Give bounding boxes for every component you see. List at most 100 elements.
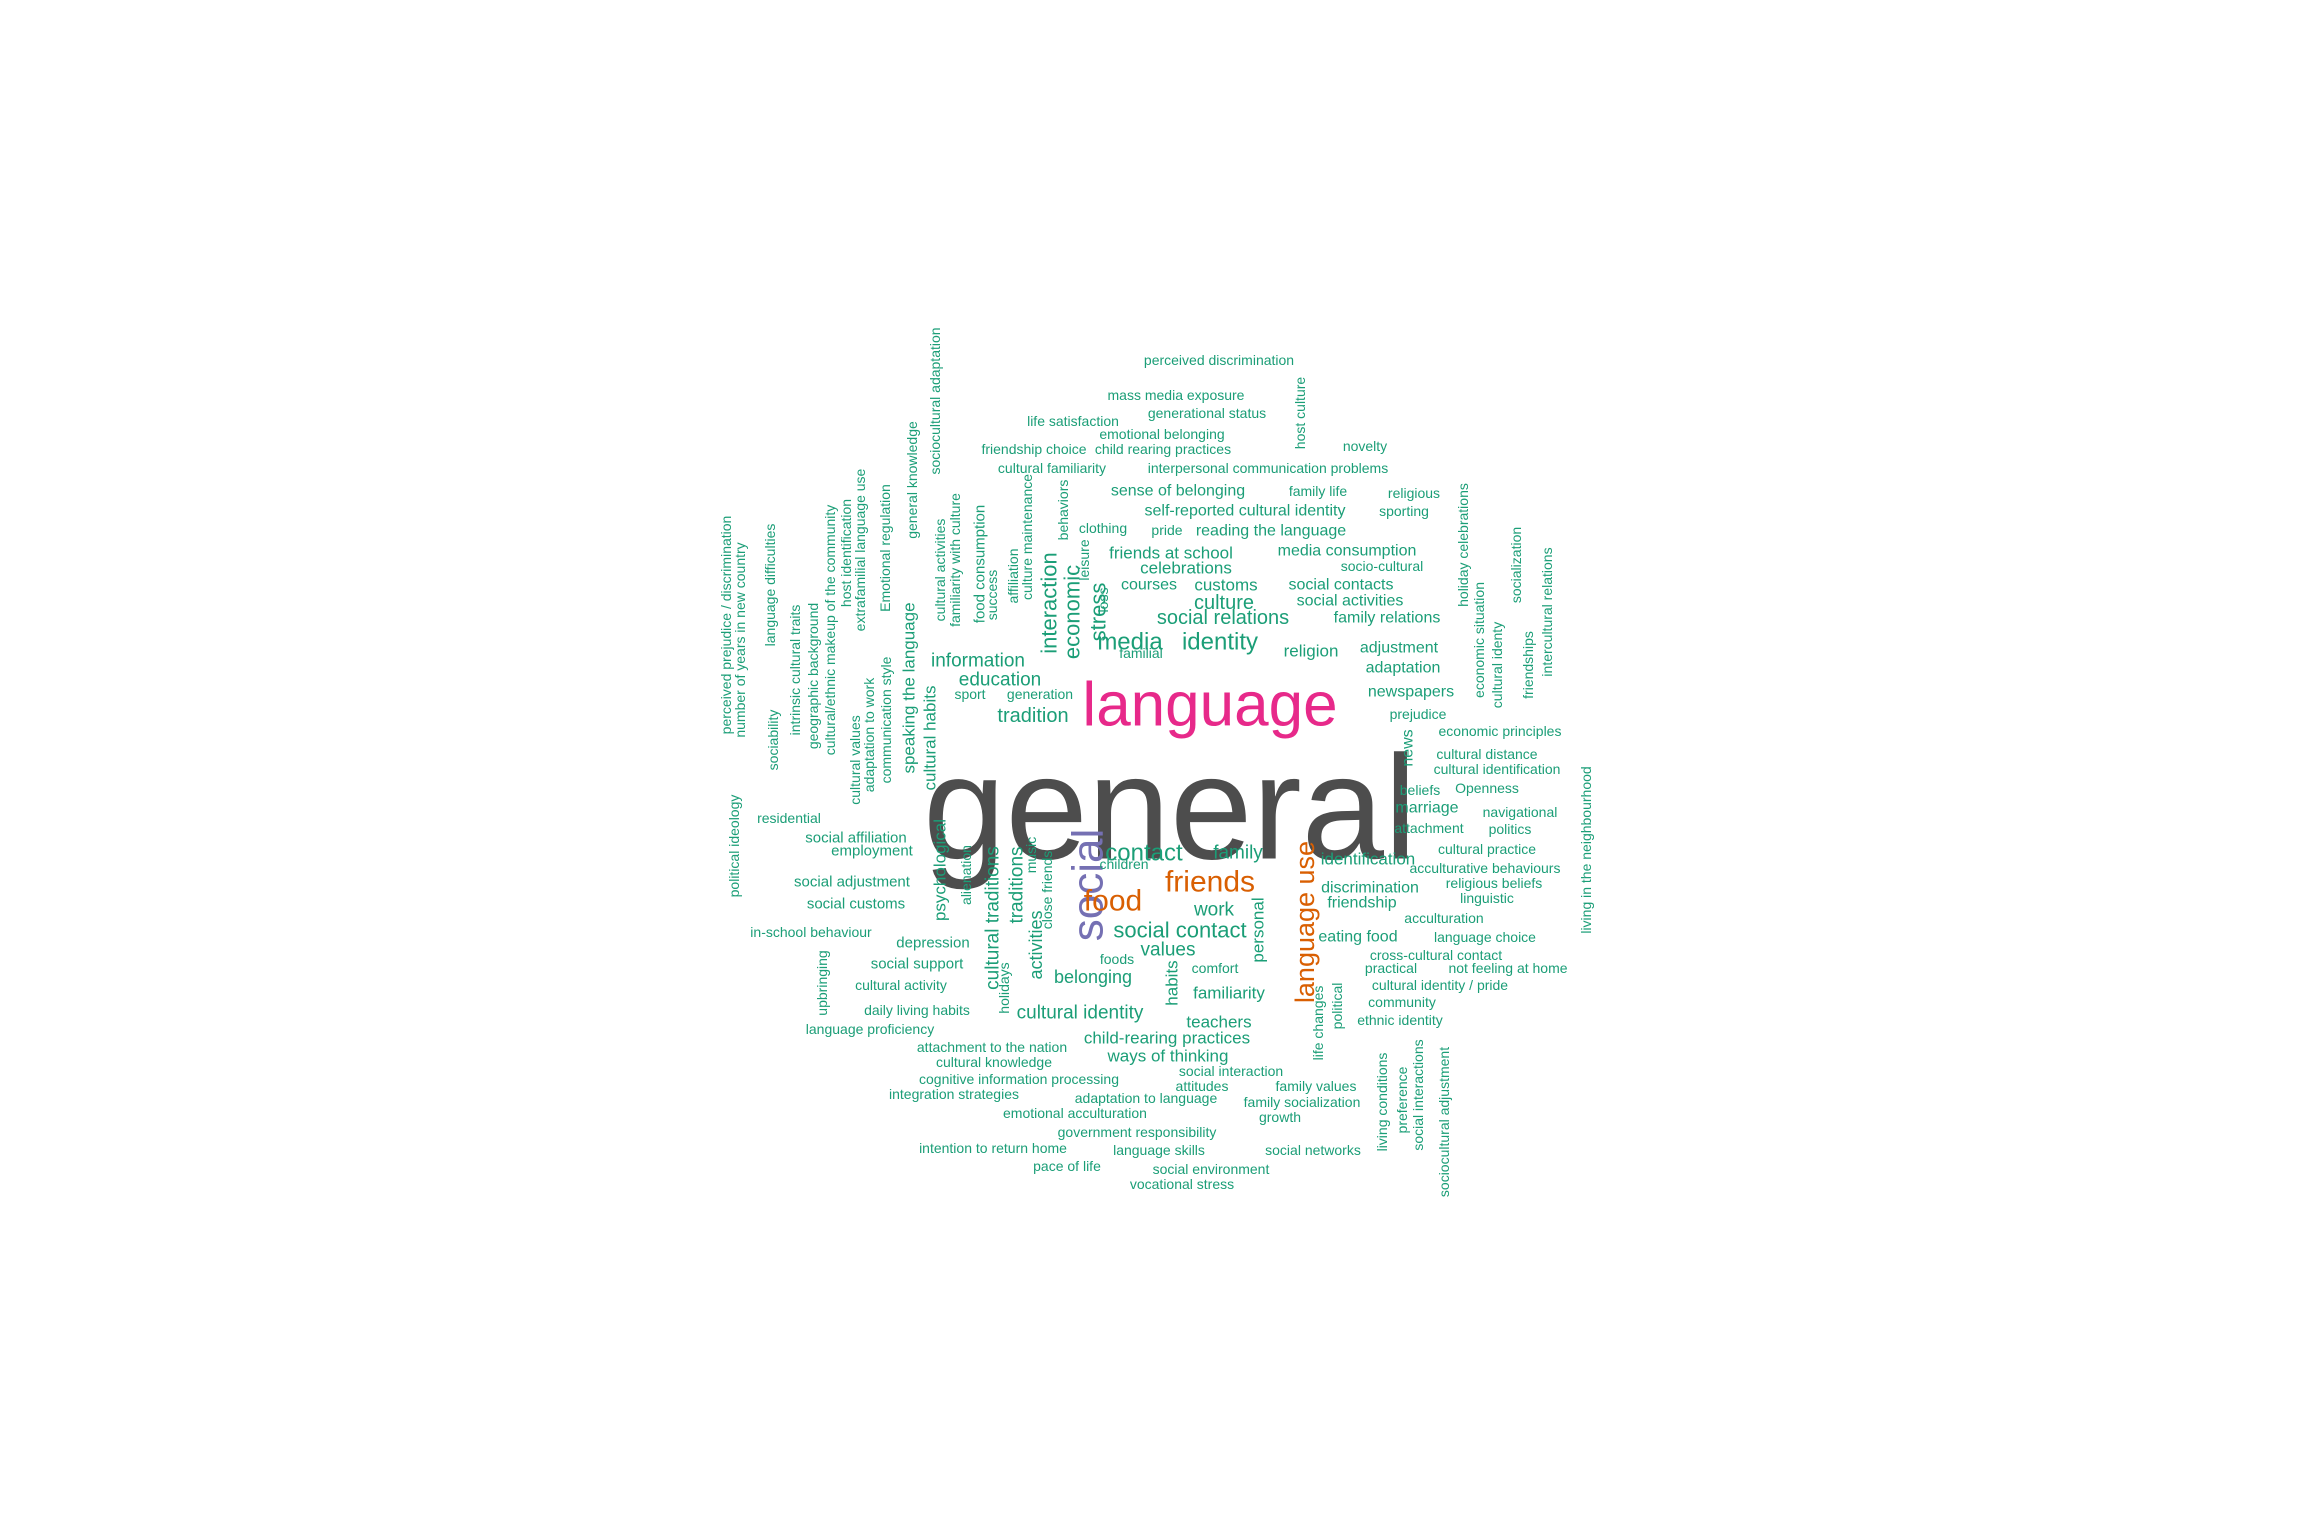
word-depression: depression [896,935,969,952]
word-openness: Openness [1455,780,1519,796]
word-cultural-distance: cultural distance [1436,746,1537,762]
word-cognitive-information-processing: cognitive information processing [919,1071,1119,1087]
word-eating-food: eating food [1318,929,1397,946]
word-social-relations: social relations [1157,607,1289,629]
word-cultural-habits: cultural habits [921,686,940,791]
word-cultural-identification: cultural identification [1434,761,1561,777]
word-music: music [1023,837,1039,874]
word-information: information [931,651,1025,672]
word-traditions: traditions [1007,846,1028,923]
word-friendships: friendships [1520,631,1536,699]
word-familial: familial [1119,645,1163,661]
word-cultural-values: cultural values [847,715,863,805]
word-cultural-activity: cultural activity [855,977,947,993]
word-communication-style: communication style [878,656,894,783]
word-general-knowledge: general knowledge [904,421,920,539]
word-vocational-stress: vocational stress [1130,1176,1234,1192]
word-number-of-years-in-new-country: number of years in new country [732,542,748,737]
word-emotional-belonging: emotional belonging [1099,426,1224,442]
word-religious: religious [1388,485,1440,501]
word-cross-cultural-contact: cross-cultural contact [1370,947,1502,963]
word-cultural-ethnic-makeup-of-the-community: cultural/ethnic makeup of the community [822,505,838,756]
word-attachment-to-the-nation: attachment to the nation [917,1039,1067,1055]
word-attachment: attachment [1394,820,1463,836]
word-friendship: friendship [1327,895,1396,912]
word-integration-strategies: integration strategies [889,1086,1019,1102]
word-friends: friends [1165,866,1255,899]
word-language-difficulties: language difficulties [762,524,778,647]
word-adaptation-to-work: adaptation to work [861,677,877,792]
word-economic-situation: economic situation [1471,582,1487,698]
word-friendship-choice: friendship choice [981,441,1086,457]
word-family-relations: family relations [1334,610,1441,627]
word-sociability: sociability [765,710,781,771]
word-activities: activities [1026,910,1046,979]
word-media-consumption: media consumption [1278,543,1417,560]
word-community: community [1368,994,1436,1010]
word-emotional-regulation: Emotional regulation [877,484,893,612]
word-cultural-familiarity: cultural familiarity [998,460,1106,476]
word-behaviors: behaviors [1055,480,1071,541]
word-cultural-identity-pride: cultural identity / pride [1372,977,1508,993]
word-cultural-practice: cultural practice [1438,841,1536,857]
word-family: family [1213,843,1263,864]
word-familiarity-with-culture: familiarity with culture [947,493,963,627]
word-success: success [984,570,1000,621]
word-religious-beliefs: religious beliefs [1446,875,1543,891]
word-acculturation: acculturation [1404,910,1483,926]
word-sport: sport [954,686,985,702]
word-attitudes: attitudes [1176,1078,1229,1094]
word-upbringing: upbringing [814,950,830,1015]
word-government-responsibility: government responsibility [1058,1124,1217,1140]
word-child-rearing-practices: child rearing practices [1095,441,1231,457]
word-language-choice: language choice [1434,929,1536,945]
word-belonging: belonging [1054,967,1132,987]
word-political-ideology: political ideology [726,795,742,898]
word-employment: employment [831,843,914,860]
word-sense-of-belonging: sense of belonging [1111,483,1245,500]
word-economic: economic [1060,565,1085,659]
word-cultural-traditions: cultural traditions [983,846,1004,990]
word-clothing: clothing [1079,520,1127,536]
word-not-feeling-at-home: not feeling at home [1448,960,1567,976]
word-social: social [1064,829,1113,942]
word-children: children [1099,856,1148,872]
word-sociocultural-adjustment: sociocultural adjustment [1436,1047,1452,1197]
word-cultural-knowledge: cultural knowledge [936,1054,1052,1070]
word-social-environment: social environment [1153,1161,1270,1177]
word-tradition: tradition [997,705,1068,727]
word-life-satisfaction: life satisfaction [1027,413,1119,429]
word-identification: identification [1321,850,1416,869]
word-ways-of-thinking: ways of thinking [1107,1047,1229,1066]
word-identity: identity [1182,629,1258,656]
word-customs: customs [1194,576,1257,595]
word-foods: foods [1100,951,1134,967]
word-interaction: interaction [1037,552,1062,654]
word-social-support: social support [871,956,964,973]
word-life-changes: life changes [1310,986,1326,1061]
word-food-consumption: food consumption [972,505,989,623]
word-pride: pride [1151,522,1182,538]
word-religion: religion [1284,642,1339,661]
word-extrafamilial-language-use: extrafamilial language use [852,468,868,631]
word-courses: courses [1121,577,1177,594]
word-food: food [1084,885,1142,918]
word-social-contacts: social contacts [1289,577,1394,594]
word-political: political [1329,983,1345,1030]
word-pace-of-life: pace of life [1033,1158,1101,1174]
word-politics: politics [1489,821,1532,837]
word-preference: preference [1394,1066,1410,1133]
word-holidays: holidays [996,962,1012,1013]
word-child-rearing-practices: child-rearing practices [1084,1029,1250,1048]
word-navigational: navigational [1483,804,1558,820]
word-generational-status: generational status [1148,405,1266,421]
word-news: news [1400,729,1417,766]
word-language-use: language use [1290,841,1320,1003]
word-sporting: sporting [1379,503,1429,519]
word-social-activities: social activities [1297,593,1404,610]
word-habits: habits [1163,960,1182,1005]
word-cultural-identy: cultural identy [1489,622,1505,708]
word-culture-maintenance: culture maintenance [1019,474,1035,600]
word-generation: generation [1007,686,1073,702]
word-stress: stress [1086,583,1111,642]
